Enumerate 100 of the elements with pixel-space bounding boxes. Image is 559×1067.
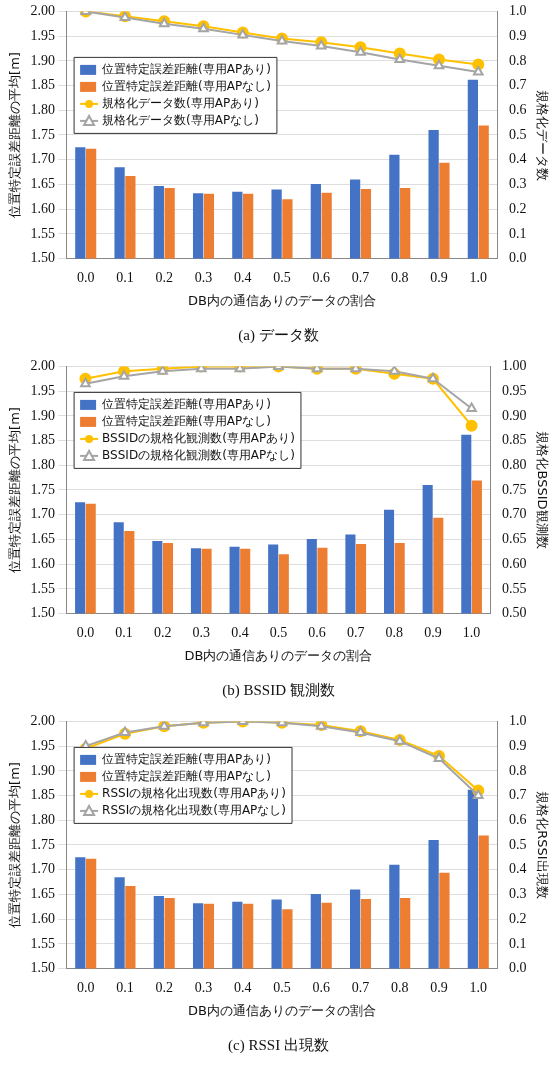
y2-tick-label: 0.2 xyxy=(508,910,527,926)
x-tick-label: 0.6 xyxy=(308,624,326,640)
y2-tick-label: 0.75 xyxy=(501,481,527,497)
y-tick-label: 1.90 xyxy=(30,762,56,778)
legend-label: 位置特定誤差距離(専用APあり) xyxy=(102,752,271,767)
y2-tick-label: 0.85 xyxy=(501,432,527,448)
y-tick-label: 1.55 xyxy=(30,935,56,951)
y2-tick-label: 1.00 xyxy=(501,358,527,374)
y-tick-label: 1.80 xyxy=(30,101,56,117)
x-tick-label: 0.2 xyxy=(155,269,173,285)
legend-label: RSSIの規格化出現数(専用APあり) xyxy=(102,786,287,801)
y2-tick-label: 0.5 xyxy=(508,836,527,852)
x-tick-label: 0.0 xyxy=(76,624,95,640)
x-tick-label: 0.8 xyxy=(385,624,404,640)
x-tick-label: 0.0 xyxy=(76,269,95,285)
y-tick-label: 1.65 xyxy=(30,531,56,547)
y2-tick-label: 0.95 xyxy=(501,382,527,398)
y2-tick-label: 0.6 xyxy=(508,811,527,827)
x-tick-label: 0.0 xyxy=(76,979,95,995)
x-axis-title: DB内の通信ありのデータの割合 xyxy=(184,647,373,663)
x-tick-label: 0.2 xyxy=(155,979,173,995)
x-axis-title: DB内の通信ありのデータの割合 xyxy=(188,1002,376,1018)
y-tick-label: 1.60 xyxy=(30,910,56,926)
y-tick-label: 2.00 xyxy=(30,713,56,729)
text: (a) データ数 xyxy=(238,326,319,344)
y-tick-label: 1.70 xyxy=(30,151,56,167)
x-tick-label: 0.9 xyxy=(430,979,448,995)
y2-tick-label: 0.70 xyxy=(501,506,527,522)
y2-tick-label: 1.0 xyxy=(508,3,527,19)
x-tick-label: 0.6 xyxy=(312,979,330,995)
x-tick-label: 0.5 xyxy=(273,979,291,995)
y-tick-label: 1.85 xyxy=(30,432,56,448)
y-tick-label: 1.75 xyxy=(30,126,56,142)
y2-axis-title: 規格化データ数 xyxy=(534,89,550,181)
y-tick-label: 1.70 xyxy=(30,506,56,522)
legend-label: 位置特定誤差距離(専用APなし) xyxy=(102,414,271,429)
y-tick-label: 1.90 xyxy=(30,52,56,68)
y2-tick-label: 0.55 xyxy=(501,580,527,596)
x-tick-label: 0.1 xyxy=(116,979,134,995)
x-tick-label: 0.5 xyxy=(269,624,288,640)
legend-label: 位置特定誤差距離(専用APなし) xyxy=(102,769,271,784)
x-tick-label: 0.3 xyxy=(194,269,213,285)
x-tick-label: 0.7 xyxy=(346,624,365,640)
x-tick-label: 0.7 xyxy=(351,269,370,285)
x-tick-label: 0.9 xyxy=(430,269,448,285)
y2-tick-label: 0.3 xyxy=(508,176,527,192)
y-tick-label: 1.55 xyxy=(30,580,56,596)
x-tick-label: 1.0 xyxy=(469,979,488,995)
y2-tick-label: 0.8 xyxy=(508,52,527,68)
y-tick-label: 1.90 xyxy=(30,407,56,423)
legend-label: 位置特定誤差距離(専用APあり) xyxy=(102,397,271,412)
y2-tick-label: 0.2 xyxy=(508,200,527,216)
text: (c) RSSI 出現数 xyxy=(228,1036,329,1054)
y-tick-label: 1.75 xyxy=(30,836,56,852)
legend-label: 位置特定誤差距離(専用APあり) xyxy=(102,62,271,77)
x-tick-label: 0.3 xyxy=(192,624,211,640)
y2-tick-label: 0.7 xyxy=(508,787,527,803)
legend-label: BSSIDの規格化観測数(専用APなし) xyxy=(102,448,295,463)
y-axis-title: 位置特定誤差距離の平均[m] xyxy=(7,762,23,928)
y2-tick-label: 0.0 xyxy=(508,250,527,266)
y-tick-label: 1.75 xyxy=(30,481,56,497)
y-tick-label: 1.50 xyxy=(30,250,56,266)
legend-label: BSSIDの規格化観測数(専用APあり) xyxy=(102,431,295,446)
legend-label: 規格化データ数(専用APなし) xyxy=(102,113,259,128)
y-tick-label: 1.85 xyxy=(30,77,56,93)
x-axis-title: DB内の通信ありのデータの割合 xyxy=(188,292,376,308)
x-tick-label: 0.6 xyxy=(312,269,330,285)
y2-tick-label: 0.0 xyxy=(508,960,527,976)
y2-tick-label: 0.6 xyxy=(508,101,527,117)
y2-tick-label: 0.1 xyxy=(508,225,527,241)
y-tick-label: 1.60 xyxy=(30,555,56,571)
y2-tick-label: 0.80 xyxy=(501,456,527,472)
y2-axis-title: 規格化BSSID観測数 xyxy=(534,431,550,549)
x-tick-label: 0.7 xyxy=(351,979,370,995)
x-tick-label: 0.8 xyxy=(391,979,409,995)
x-tick-label: 1.0 xyxy=(469,269,488,285)
y-tick-label: 1.95 xyxy=(30,382,56,398)
x-tick-label: 1.0 xyxy=(462,624,481,640)
x-tick-label: 0.4 xyxy=(231,624,249,640)
y-tick-label: 2.00 xyxy=(30,3,56,19)
x-tick-label: 0.3 xyxy=(194,979,213,995)
y2-tick-label: 0.5 xyxy=(508,126,527,142)
y2-tick-label: 0.7 xyxy=(508,77,527,93)
y-tick-label: 1.60 xyxy=(30,200,56,216)
x-tick-label: 0.1 xyxy=(116,269,134,285)
x-tick-label: 0.2 xyxy=(153,624,172,640)
y-tick-label: 1.85 xyxy=(30,787,56,803)
y2-tick-label: 0.1 xyxy=(508,935,527,951)
legend-label: 位置特定誤差距離(専用APなし) xyxy=(102,79,271,94)
y-tick-label: 1.95 xyxy=(30,27,56,43)
y-tick-label: 2.00 xyxy=(30,358,56,374)
x-tick-label: 0.5 xyxy=(273,269,291,285)
y-tick-label: 1.70 xyxy=(30,861,56,877)
x-tick-label: 0.1 xyxy=(115,624,133,640)
y-tick-label: 1.50 xyxy=(30,605,56,621)
legend-label: RSSIの規格化出現数(専用APなし) xyxy=(102,803,287,818)
y-axis-title: 位置特定誤差距離の平均[m] xyxy=(7,407,23,573)
legend-label: 規格化データ数(専用APあり) xyxy=(102,96,259,111)
y-tick-label: 1.50 xyxy=(30,960,56,976)
y2-tick-label: 0.65 xyxy=(501,531,527,547)
